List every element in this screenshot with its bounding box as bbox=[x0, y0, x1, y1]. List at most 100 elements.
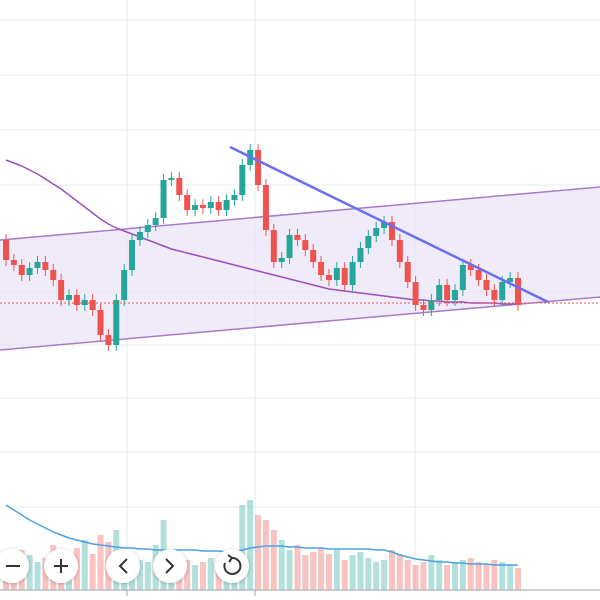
candle-body bbox=[34, 262, 41, 268]
candle-body bbox=[507, 278, 514, 282]
volume-bar bbox=[507, 565, 514, 590]
candle-body bbox=[451, 290, 458, 300]
candle-body bbox=[459, 265, 466, 290]
volume-bar bbox=[184, 560, 191, 590]
candle-body bbox=[89, 300, 96, 310]
candle-body bbox=[373, 228, 380, 236]
volume-bar bbox=[515, 568, 521, 590]
candle-body bbox=[310, 250, 317, 262]
candle-body bbox=[73, 295, 80, 305]
volume-bar bbox=[341, 560, 348, 590]
volume-pane bbox=[3, 500, 521, 590]
candle-body bbox=[436, 285, 443, 300]
candle-body bbox=[515, 278, 521, 305]
channel-upper bbox=[0, 186, 600, 241]
candle-body bbox=[483, 280, 490, 290]
reset-button[interactable] bbox=[215, 549, 249, 583]
volume-bar bbox=[436, 560, 443, 590]
candle-body bbox=[192, 205, 199, 210]
candle-body bbox=[239, 165, 246, 195]
candle-body bbox=[325, 275, 332, 280]
volume-bar bbox=[262, 520, 269, 590]
volume-bar bbox=[428, 555, 435, 590]
volume-bar bbox=[388, 550, 395, 590]
candle-body bbox=[207, 202, 214, 208]
candle-body bbox=[341, 268, 348, 285]
candle-body bbox=[223, 200, 230, 210]
candle-body bbox=[365, 236, 372, 248]
volume-bar bbox=[467, 558, 474, 590]
candle-body bbox=[136, 232, 143, 240]
volume-bar bbox=[404, 560, 411, 590]
candle-body bbox=[121, 270, 128, 300]
volume-bar bbox=[491, 560, 498, 590]
zoom-in-button[interactable] bbox=[44, 549, 78, 583]
trend-line bbox=[229, 145, 549, 304]
candle-body bbox=[444, 285, 451, 300]
volume-bar bbox=[302, 555, 309, 590]
volume-bar bbox=[97, 535, 104, 590]
candle-body bbox=[349, 262, 356, 285]
volume-bar bbox=[34, 562, 41, 590]
zoom-out-button[interactable] bbox=[0, 549, 29, 583]
candle-body bbox=[176, 178, 183, 195]
candle-body bbox=[428, 300, 435, 310]
volume-bar bbox=[255, 515, 262, 590]
volume-bar bbox=[333, 550, 340, 590]
candle-body bbox=[333, 268, 340, 280]
candle-body bbox=[286, 235, 293, 258]
volume-ma-line bbox=[5, 504, 518, 566]
candle-body bbox=[105, 335, 112, 345]
candle-body bbox=[168, 178, 175, 180]
candle-body bbox=[160, 180, 167, 218]
candle-body bbox=[294, 235, 301, 240]
volume-bar bbox=[451, 562, 458, 590]
candle-body bbox=[10, 260, 17, 265]
candle-body bbox=[388, 222, 395, 240]
volume-bar bbox=[420, 562, 427, 590]
volume-bar bbox=[318, 548, 325, 590]
volume-bar bbox=[247, 500, 254, 590]
candle-body bbox=[318, 262, 325, 275]
volume-bar bbox=[412, 565, 419, 590]
volume-bar bbox=[136, 560, 143, 590]
volume-bar bbox=[475, 562, 482, 590]
volume-bar bbox=[373, 562, 380, 590]
volume-bar bbox=[325, 554, 332, 590]
volume-bar bbox=[381, 560, 388, 590]
channel-lower bbox=[0, 296, 600, 351]
candle-body bbox=[58, 280, 65, 300]
candle-body bbox=[396, 240, 403, 262]
candle-body bbox=[42, 262, 49, 270]
scroll-right-button[interactable] bbox=[153, 549, 187, 583]
candle-body bbox=[18, 265, 25, 275]
candle-body bbox=[357, 248, 364, 262]
volume-bar bbox=[459, 560, 466, 590]
candle-body bbox=[404, 262, 411, 282]
volume-bar bbox=[89, 554, 96, 590]
volume-bar bbox=[192, 565, 199, 590]
volume-bar bbox=[199, 562, 206, 590]
candle-body bbox=[278, 258, 285, 262]
candle-body bbox=[26, 268, 33, 275]
candle-body bbox=[255, 150, 262, 185]
volume-bar bbox=[81, 540, 88, 590]
volume-bar bbox=[207, 558, 214, 590]
volume-bar bbox=[270, 530, 277, 590]
volume-bar bbox=[349, 555, 356, 590]
volume-bar bbox=[239, 505, 246, 590]
candle-body bbox=[199, 205, 206, 208]
candle-body bbox=[491, 290, 498, 300]
candle-body bbox=[420, 305, 427, 310]
candle-body bbox=[270, 230, 277, 262]
volume-bar bbox=[278, 540, 285, 590]
volume-bar bbox=[286, 550, 293, 590]
volume-bar bbox=[144, 562, 151, 590]
candle-body bbox=[231, 195, 238, 200]
volume-bar bbox=[483, 564, 490, 590]
scroll-left-button[interactable] bbox=[106, 549, 140, 583]
candle-body bbox=[3, 240, 9, 260]
